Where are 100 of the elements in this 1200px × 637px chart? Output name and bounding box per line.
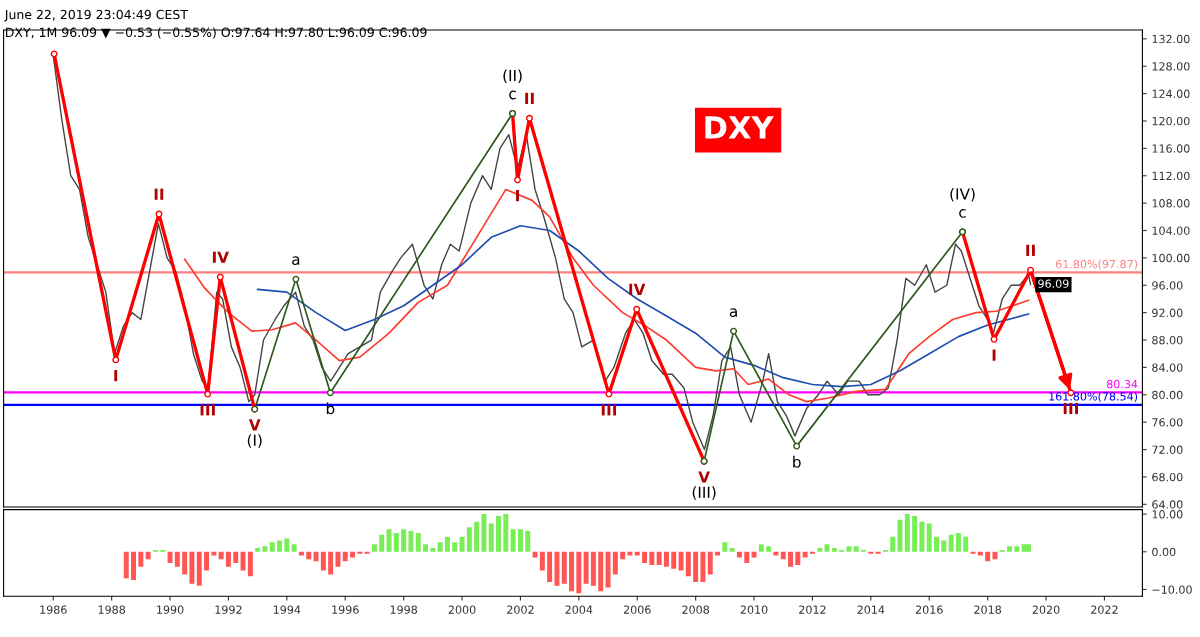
x-tick-label: 1986 xyxy=(40,605,67,614)
x-tick-label: 2012 xyxy=(799,605,826,614)
x-tick-label: 1990 xyxy=(157,605,184,614)
bar xyxy=(262,546,268,552)
bar xyxy=(211,551,217,556)
bar xyxy=(890,536,896,552)
bar xyxy=(539,551,545,571)
bar xyxy=(488,523,494,552)
y-tick-label: 128.00 xyxy=(1152,62,1190,71)
data-label: V xyxy=(698,471,710,483)
text: DXY xyxy=(705,116,774,139)
point xyxy=(990,335,998,343)
bar xyxy=(678,551,684,571)
data-label: (IV) xyxy=(950,187,975,202)
x-tick-label: 1994 xyxy=(273,605,301,614)
point xyxy=(155,210,163,218)
x-tick-label: 1996 xyxy=(332,605,359,614)
bar xyxy=(466,527,472,552)
point xyxy=(112,356,120,364)
bar xyxy=(612,551,618,575)
x-tick-label: 2000 xyxy=(448,605,476,614)
bar xyxy=(342,551,348,562)
bar xyxy=(685,551,691,577)
bar xyxy=(335,551,341,567)
bar xyxy=(423,544,429,552)
point xyxy=(605,390,613,398)
point xyxy=(50,50,58,58)
data-label: b xyxy=(793,455,801,468)
y-tick-label: 88.00 xyxy=(1152,336,1183,345)
bar xyxy=(167,551,173,564)
bar xyxy=(590,551,596,586)
bar xyxy=(218,551,224,560)
point xyxy=(633,305,641,313)
data-label: IV xyxy=(629,283,646,295)
bar xyxy=(379,534,385,552)
bar xyxy=(174,551,180,567)
bar xyxy=(182,551,188,575)
y-tick-label: 120.00 xyxy=(1152,116,1190,126)
y-tick-label: 124.00 xyxy=(1152,89,1190,98)
bar xyxy=(919,521,925,552)
bar xyxy=(955,532,961,552)
bar xyxy=(503,514,509,552)
bar xyxy=(131,551,137,581)
y-tick-label: 72.00 xyxy=(1152,445,1183,454)
x-tick-label: 2006 xyxy=(623,605,651,614)
bar xyxy=(415,532,421,552)
point xyxy=(216,273,224,281)
point xyxy=(204,390,212,398)
bar xyxy=(941,540,947,552)
bar xyxy=(233,551,239,564)
bar xyxy=(904,514,910,552)
bar xyxy=(700,551,706,582)
bar xyxy=(963,536,969,552)
data-label: III xyxy=(601,404,617,416)
bar xyxy=(934,536,940,552)
bar xyxy=(766,546,772,552)
bar xyxy=(649,551,655,565)
data-label: (I) xyxy=(247,434,262,448)
point xyxy=(730,327,738,335)
bar xyxy=(517,529,523,552)
bar xyxy=(145,551,151,560)
y-tick-label: −10.00 xyxy=(1152,585,1192,594)
y-tick-label: 68.00 xyxy=(1152,472,1183,482)
bar xyxy=(758,544,764,552)
bar xyxy=(481,514,487,552)
data-label: (II) xyxy=(503,69,522,84)
bar xyxy=(569,551,575,592)
y-tick-label: 112.00 xyxy=(1152,171,1190,181)
bar xyxy=(912,516,918,552)
data-label: IV xyxy=(212,251,229,263)
data-label: I xyxy=(992,349,996,361)
bar xyxy=(459,536,465,552)
bar xyxy=(722,542,728,552)
data-label: III xyxy=(1063,402,1078,415)
bar xyxy=(291,544,297,552)
x-tick-label: 2008 xyxy=(682,605,710,614)
bar xyxy=(225,551,231,567)
bar xyxy=(444,536,450,552)
y-tick-label: 0.00 xyxy=(1152,547,1176,557)
data-label: a xyxy=(729,308,737,318)
bar xyxy=(576,551,582,594)
x-tick-label: 2014 xyxy=(857,605,885,614)
bar xyxy=(313,551,319,562)
bar xyxy=(306,551,312,560)
data-label: b xyxy=(326,402,335,415)
y-tick-label: 80.00 xyxy=(1152,390,1183,400)
data-label: c xyxy=(509,90,516,100)
bar xyxy=(634,551,640,556)
data-label: I xyxy=(516,190,519,202)
bar xyxy=(1007,546,1013,552)
bar xyxy=(474,521,480,552)
data-label: II xyxy=(525,92,534,104)
bar xyxy=(138,551,144,567)
bar xyxy=(656,551,662,565)
bar xyxy=(255,548,261,552)
bar xyxy=(204,551,210,571)
x-tick-label: 1988 xyxy=(98,605,126,614)
bar xyxy=(627,551,633,556)
bar xyxy=(437,542,443,552)
bar xyxy=(554,551,560,586)
